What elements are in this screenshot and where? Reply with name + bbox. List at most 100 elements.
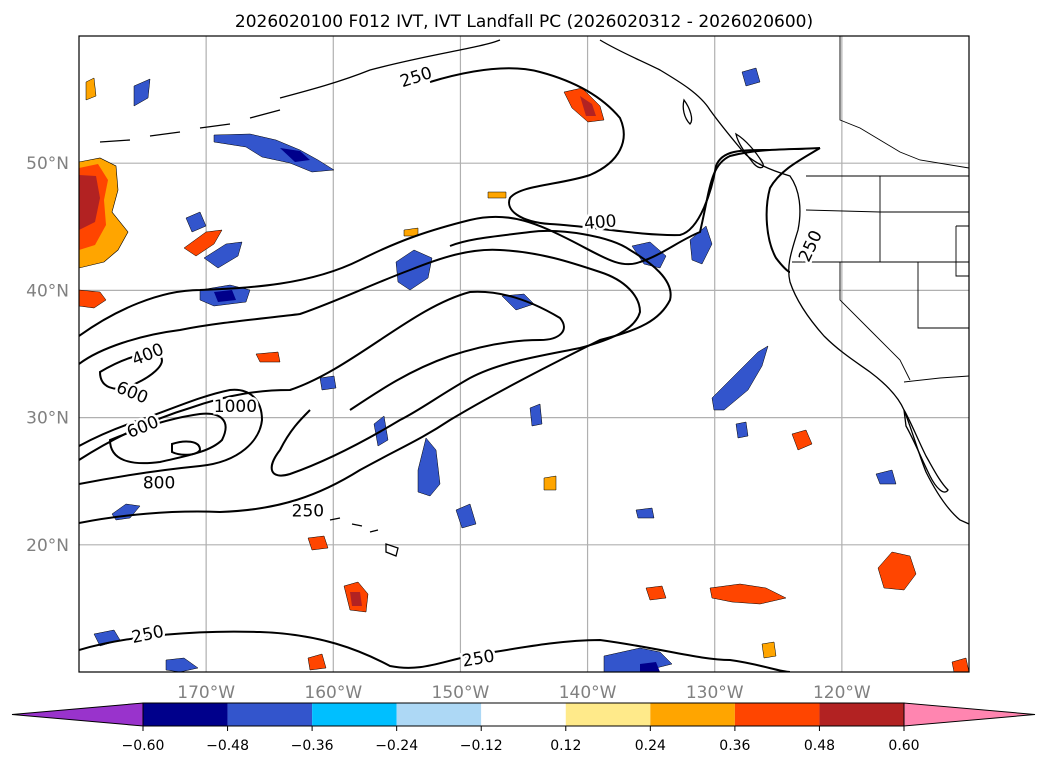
- figure-title: 2026020100 F012 IVT, IVT Landfall PC (20…: [235, 12, 813, 32]
- ivt-contour-1000: [108, 412, 227, 465]
- pc-negative-21: [185, 211, 207, 233]
- colorbar-tick-label: −0.48: [206, 738, 249, 754]
- political-borders: [792, 36, 969, 383]
- pc-positive-8: [255, 351, 281, 363]
- ivt-contour-600-loop: [98, 353, 163, 390]
- colorbar-tick-label: −0.12: [460, 738, 503, 754]
- ivt-contour-800: [79, 388, 264, 485]
- colorbar-frame: [142, 702, 905, 727]
- colorbar-segment: [227, 703, 313, 726]
- pc-positive-region-west-2: [79, 289, 107, 309]
- ivt-contour-250-south: [79, 630, 791, 672]
- pc-negative-aleutian: [213, 133, 335, 173]
- colorbar-tick-label: 0.60: [888, 738, 919, 754]
- pc-negative-8: [711, 345, 769, 411]
- colorbar-tick-label: −0.24: [375, 738, 418, 754]
- pc-negative-18: [875, 469, 897, 485]
- lat-label: 50°N: [26, 154, 69, 174]
- pc-negative-7: [689, 225, 713, 265]
- pc-negative-4-core: [214, 290, 236, 302]
- pc-positive-2: [183, 229, 223, 257]
- pc-positive-7: [791, 429, 813, 451]
- colorbar-segment: [819, 703, 904, 726]
- pc-positive-9: [307, 653, 327, 671]
- pc-positive-11: [951, 657, 969, 672]
- colorbar-tick-label: 0.48: [804, 738, 835, 754]
- coast-haida-gwaii: [682, 98, 693, 125]
- colorbar-tick-label: −0.60: [122, 738, 165, 754]
- pc-negative-22: [319, 375, 337, 391]
- pc-positive-6: [645, 585, 667, 601]
- coast-vancouver-island: [735, 132, 764, 169]
- colorbar-extend-min: [11, 702, 144, 727]
- colorbar-segment: [143, 703, 228, 726]
- colorbar-segment: [312, 703, 397, 726]
- ivt-contour-250-upper: [429, 67, 771, 237]
- coastlines: [99, 39, 969, 557]
- landfall-pc-shading: [79, 67, 969, 672]
- longitude-labels: 170°W 160°W 150°W 140°W 130°W 120°W: [177, 683, 871, 703]
- lon-label: 170°W: [177, 683, 235, 703]
- pc-negative-aleutian-core: [280, 148, 310, 162]
- pc-negative-14: [165, 657, 199, 672]
- lat-label: 40°N: [26, 281, 69, 301]
- pc-positive-12: [761, 641, 777, 659]
- pc-negative-15-core: [640, 662, 660, 672]
- colorbar-tick-label: 0.36: [719, 738, 750, 754]
- border-ut: [955, 225, 969, 277]
- lon-label: 160°W: [304, 683, 362, 703]
- colorbar-segment: [650, 703, 735, 726]
- border-ca-nv: [839, 262, 911, 381]
- ivt-contours: [79, 67, 821, 672]
- colorbar-segment: [396, 703, 482, 726]
- pc-negative-3: [203, 241, 243, 269]
- border-us-mexico: [903, 375, 969, 383]
- coast-alaska-peninsula: [279, 39, 501, 99]
- pc-positive-3-core: [350, 592, 362, 606]
- ivt-contour-400: [79, 248, 642, 477]
- ivt-contour-250-coast: [765, 147, 821, 273]
- ivt-contour-600: [79, 290, 565, 461]
- coast-hawaii: [329, 517, 399, 557]
- pc-negative-11: [455, 503, 477, 529]
- pc-positive-4: [709, 583, 787, 605]
- ivt-contour-label: 800: [143, 473, 175, 493]
- latitude-labels: 50°N 40°N 30°N 20°N: [26, 154, 69, 556]
- map-frame: [78, 35, 970, 673]
- pc-positive-1-core: [580, 96, 596, 116]
- pc-positive-13: [487, 191, 507, 199]
- pc-positive-10: [307, 535, 329, 551]
- pc-negative-10: [417, 437, 441, 497]
- pc-negative-2: [133, 78, 151, 107]
- pc-negative-5: [395, 249, 433, 291]
- ivt-contour-label: 250: [292, 501, 324, 521]
- pc-positive-region-west-peak: [79, 175, 100, 230]
- coast-aleutians: [99, 109, 281, 143]
- pc-positive-small: [85, 77, 97, 101]
- lat-label: 30°N: [26, 409, 69, 429]
- pc-positive-5: [877, 551, 917, 591]
- colorbar-tick-label: 0.24: [635, 738, 666, 754]
- map-background: [79, 36, 969, 672]
- pc-negative-23: [635, 507, 655, 519]
- colorbar-segment: [481, 703, 566, 726]
- colorbar-extend-max: [903, 702, 1036, 727]
- ivt-contour-250-pacific-ridge: [79, 229, 672, 524]
- pc-negative-19: [735, 421, 749, 439]
- lon-label: 140°W: [559, 683, 617, 703]
- colorbar-segment: [565, 703, 651, 726]
- lon-label: 130°W: [686, 683, 744, 703]
- coast-baja: [903, 409, 949, 493]
- pc-negative-17: [529, 403, 543, 427]
- border-alaska-canada: [839, 36, 969, 169]
- ivt-contour-label: 1000: [214, 397, 257, 417]
- colorbar-tick-label: 0.12: [550, 738, 581, 754]
- lat-label: 20°N: [26, 536, 69, 556]
- pc-negative-20: [741, 67, 761, 87]
- ivt-contour-label: 400: [583, 211, 617, 234]
- pc-positive-15: [543, 475, 557, 491]
- lon-label: 150°W: [432, 683, 490, 703]
- lon-label: 120°W: [813, 683, 871, 703]
